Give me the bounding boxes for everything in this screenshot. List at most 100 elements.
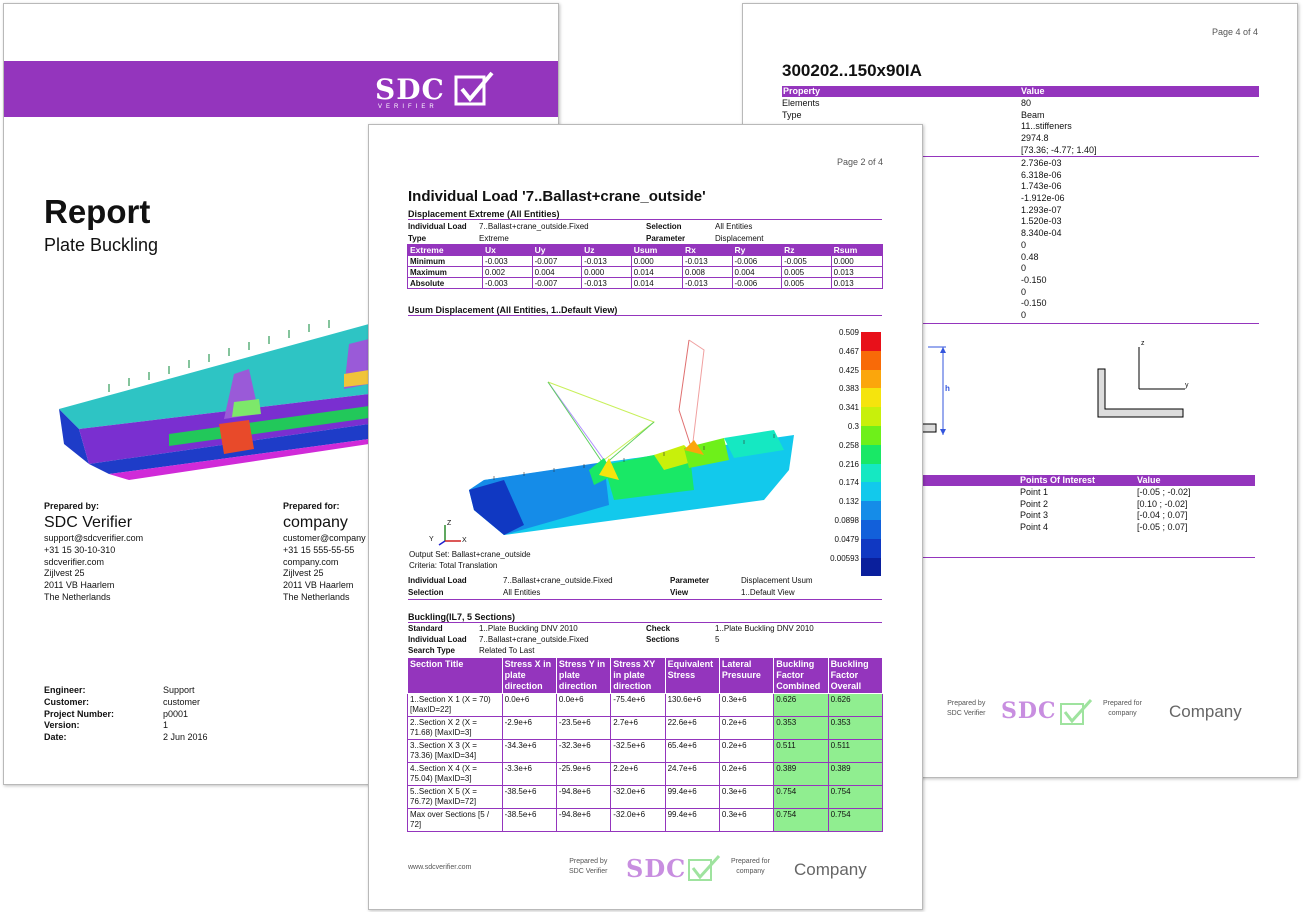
legend-value: 0.425 <box>838 365 859 375</box>
meta-label: Date: <box>44 732 67 743</box>
legend-swatch <box>861 501 881 520</box>
cell: 0.3e+6 <box>718 693 775 717</box>
col-header: Ry <box>731 244 783 256</box>
cell: 2.7e+6 <box>610 716 666 740</box>
legend-value: 0.3 <box>847 421 859 431</box>
property-value: 2974.8 <box>1021 133 1049 144</box>
property-value: 11..stiffeners <box>1021 121 1072 132</box>
col-header: Section Title <box>407 657 503 694</box>
cell: 0.000 <box>630 255 683 267</box>
cell: -23.5e+6 <box>555 716 612 740</box>
legend-swatch <box>861 519 881 539</box>
property-name: Elements <box>782 98 820 108</box>
divider <box>782 156 1259 157</box>
selection-value: All Entities <box>715 222 753 231</box>
prepared-for-phone: +31 15 555-55-55 <box>283 544 355 555</box>
property-value: 0 <box>1021 286 1027 297</box>
height-dimension-label: h <box>945 384 950 393</box>
property-names: Elements Type <box>782 98 820 121</box>
meta-row-version: Version: 1 <box>44 720 208 732</box>
factor-cell: 0.626 <box>773 693 829 717</box>
cell: -94.8e+6 <box>555 785 612 809</box>
poi-table: Point 1 [-0.05 ; -0.02] Point 2 [0.10 ; -0… <box>1020 487 1191 533</box>
prepared-by-website[interactable]: sdcverifier.com <box>44 556 105 567</box>
property-value: 6.318e-06 <box>1021 169 1062 180</box>
page-number: Page 2 of 4 <box>837 157 884 167</box>
poi-value: [-0.05 ; -0.02] <box>1137 487 1191 497</box>
legend-value: 0.216 <box>838 459 859 469</box>
footer-prepared-by-name: SDC Verifier <box>947 710 986 717</box>
meta-row-project-number: Project Number: p0001 <box>44 709 208 721</box>
page-2: Page 2 of 4 Individual Load '7..Ballast+… <box>368 124 923 910</box>
prepared-by-city: 2011 VB Haarlem <box>44 580 115 591</box>
legend-swatch <box>861 482 881 502</box>
cell: -0.006 <box>731 255 783 267</box>
load-title: Individual Load '7..Ballast+crane_outsid… <box>408 188 706 205</box>
property-values: 80 Beam 11..stiffeners 2974.8 [73.36; -4… <box>1021 98 1097 156</box>
property-value: 80 <box>1021 98 1032 108</box>
prepared-for-label: Prepared for: <box>283 501 340 511</box>
prepared-for-website[interactable]: company.com <box>283 556 339 567</box>
property-value: 0.48 <box>1021 251 1039 262</box>
col-header: Uy <box>531 244 583 256</box>
poi-row: Point 4 [-0.05 ; 0.07] <box>1020 522 1191 534</box>
cell: 22.6e+6 <box>664 716 720 740</box>
factor-cell: 0.626 <box>827 693 884 717</box>
poi-value: [0.10 ; -0.02] <box>1137 498 1188 509</box>
view-value: 1..Default View <box>741 588 795 597</box>
footer-prepared-for: Prepared for company <box>1103 699 1142 719</box>
cell: 0.002 <box>482 266 533 278</box>
selection-label: Selection <box>408 588 444 597</box>
meta-label: Customer: <box>44 696 90 707</box>
prepared-by-email[interactable]: support@sdcverifier.com <box>44 533 144 543</box>
cover-header-band: SDC VERIFIER <box>4 61 558 117</box>
cell: -34.3e+6 <box>501 739 557 763</box>
row-label: Minimum <box>406 255 484 267</box>
poi-value: [-0.05 ; 0.07] <box>1137 521 1188 532</box>
table-row: 2..Section X 2 (X = 71.68) [MaxID=3] -2.… <box>407 716 884 740</box>
parameter-value: Displacement <box>715 234 764 243</box>
view-label: View <box>670 588 689 597</box>
cell: 0.0e+6 <box>501 693 557 717</box>
legend-value: 0.258 <box>838 440 859 450</box>
cell: -0.007 <box>531 255 583 267</box>
cell: -0.013 <box>581 277 632 289</box>
col-header: Stress X in plate direction <box>501 657 557 694</box>
legend-swatch <box>861 557 881 577</box>
cell: 0.014 <box>630 266 683 278</box>
poi-name: Point 2 <box>1020 498 1049 509</box>
property-values-2: 2.736e-03 6.318e-06 1.743e-06 -1.912e-06… <box>1021 158 1065 322</box>
col-header: Stress XY in plate direction <box>610 657 666 694</box>
poi-table-header: Points Of Interest Value <box>782 475 1255 486</box>
sdc-logo-sub: VERIFIER <box>378 104 438 110</box>
footer-company: Company <box>1169 702 1242 721</box>
cell: 65.4e+6 <box>664 739 720 763</box>
cell: -0.013 <box>681 277 733 289</box>
cell: -94.8e+6 <box>555 808 612 832</box>
type-label: Type <box>408 234 427 243</box>
cell: 0.013 <box>830 277 884 289</box>
factor-cell: 0.754 <box>827 785 884 809</box>
factor-cell: 0.389 <box>827 762 884 786</box>
prepared-by-street: Zijlvest 25 <box>44 568 85 579</box>
project-meta: Engineer: Support Customer: customer Proje… <box>44 685 208 744</box>
cell: -32.3e+6 <box>555 739 612 763</box>
prepared-for-email[interactable]: customer@company <box>283 533 366 543</box>
footer-url[interactable]: www.sdcverifier.com <box>408 864 472 871</box>
col-header: Rx <box>681 244 733 256</box>
cell: 130.6e+6 <box>664 693 720 717</box>
property-value: -0.150 <box>1021 298 1047 309</box>
selection-label: Selection <box>646 222 682 231</box>
legend-value: 0.132 <box>838 497 859 507</box>
axis-y-label: Y <box>429 536 434 543</box>
row-label: Maximum <box>406 266 484 278</box>
table-row: 5..Section X 5 (X = 76.72) [MaxID=72] -3… <box>407 785 884 809</box>
output-set-label: Output Set: Ballast+crane_outside <box>409 550 531 559</box>
cell: 0.3e+6 <box>718 785 775 809</box>
prepared-for-country: The Netherlands <box>283 591 350 602</box>
contour-legend-bar <box>861 332 881 577</box>
cell: 0.008 <box>681 266 733 278</box>
y-axis-label: y <box>1185 382 1189 389</box>
property-value: 0 <box>1021 263 1027 274</box>
search-type-value: Related To Last <box>479 646 535 655</box>
